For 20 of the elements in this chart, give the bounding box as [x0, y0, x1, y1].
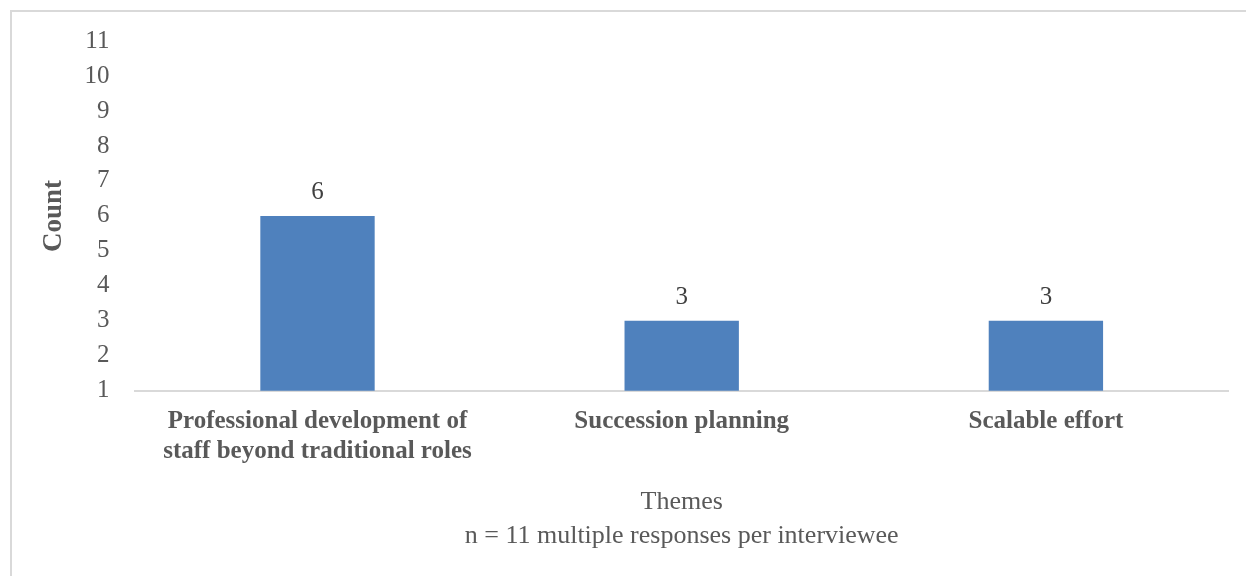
y-tick-label: 2 — [96, 340, 110, 368]
y-tick-label: 7 — [96, 165, 110, 193]
data-label: 6 — [311, 176, 324, 204]
data-label: 3 — [1039, 281, 1053, 309]
y-tick-label: 9 — [96, 95, 110, 123]
x-tick-label: Professional development of staff beyond traditional roles — [163, 406, 473, 464]
y-tick-label: 8 — [96, 130, 110, 158]
y-axis-title: Count — [37, 179, 68, 252]
x-axis-title: Themes — [640, 486, 723, 516]
y-tick-label: 1 — [96, 375, 110, 403]
y-tick-label: 4 — [96, 270, 110, 298]
y-tick-label: 10 — [84, 60, 110, 88]
x-tick-label: Succession planning — [574, 406, 790, 434]
y-tick-label: 5 — [96, 235, 110, 263]
x-tick-label: Scalable effort — [968, 406, 1124, 434]
y-tick-label: 3 — [96, 305, 110, 333]
data-label: 3 — [675, 281, 688, 309]
y-tick-label: 11 — [85, 25, 110, 53]
text: n = 11 multiple responses per interviewee — [464, 519, 899, 549]
y-tick-label: 6 — [96, 200, 110, 228]
